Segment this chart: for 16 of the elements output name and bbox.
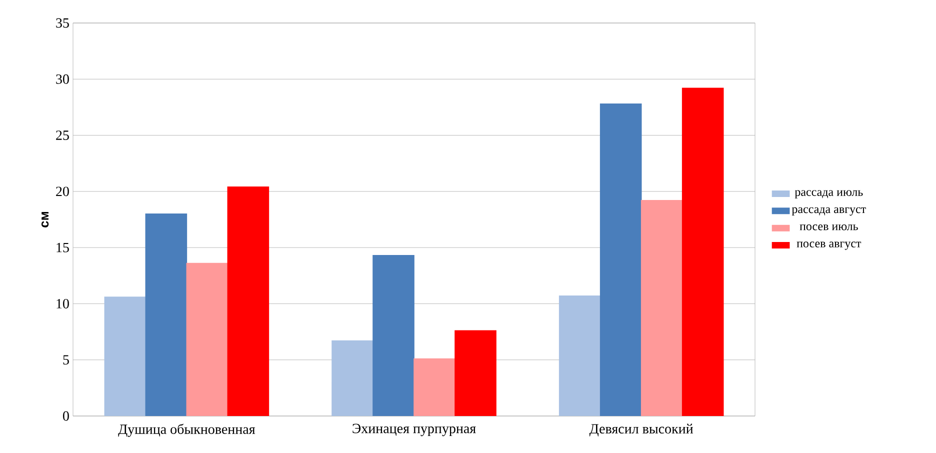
y-tick-label: 30	[56, 74, 69, 84]
y-tick-label: 0	[63, 411, 69, 421]
y-tick-label: 35	[56, 18, 69, 28]
legend-label: рассада июль	[794, 190, 863, 198]
legend-label: посев июль	[800, 224, 858, 230]
legend-label: рассада август	[792, 207, 866, 216]
x-tick-label: Эхинацея пурпурная	[352, 424, 476, 436]
y-tick-label: 25	[56, 130, 69, 140]
x-tick-label: Душица обыкновенная	[118, 424, 256, 437]
y-tick-label: 15	[56, 242, 69, 252]
y-tick-label: 10	[56, 298, 69, 308]
y-axis-title: см	[41, 212, 49, 228]
x-tick-label: Девясил высокий	[589, 424, 694, 436]
y-tick-label: 20	[56, 186, 69, 196]
y-tick-label: 5	[63, 355, 69, 365]
legend-label: посев август	[796, 242, 862, 250]
